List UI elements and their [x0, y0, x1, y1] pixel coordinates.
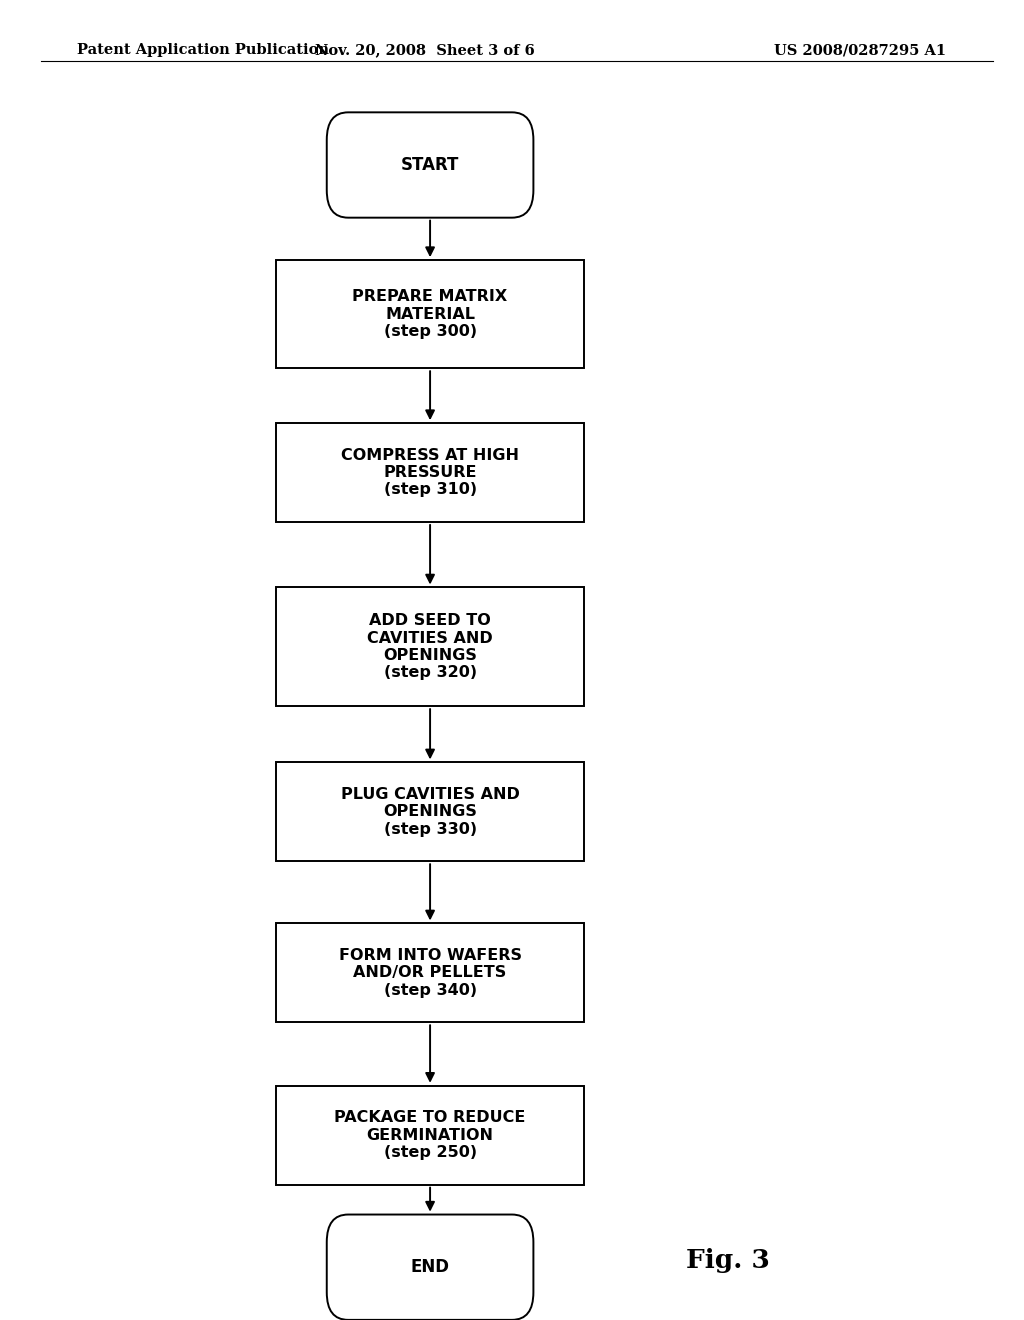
Text: COMPRESS AT HIGH
PRESSURE
(step 310): COMPRESS AT HIGH PRESSURE (step 310)	[341, 447, 519, 498]
Text: PREPARE MATRIX
MATERIAL
(step 300): PREPARE MATRIX MATERIAL (step 300)	[352, 289, 508, 339]
Text: FORM INTO WAFERS
AND/OR PELLETS
(step 340): FORM INTO WAFERS AND/OR PELLETS (step 34…	[339, 948, 521, 998]
Text: US 2008/0287295 A1: US 2008/0287295 A1	[774, 44, 946, 57]
Text: PACKAGE TO REDUCE
GERMINATION
(step 250): PACKAGE TO REDUCE GERMINATION (step 250)	[335, 1110, 525, 1160]
FancyBboxPatch shape	[327, 1214, 534, 1320]
FancyBboxPatch shape	[276, 762, 584, 861]
Text: ADD SEED TO
CAVITIES AND
OPENINGS
(step 320): ADD SEED TO CAVITIES AND OPENINGS (step …	[368, 614, 493, 680]
FancyBboxPatch shape	[276, 924, 584, 1022]
Text: PLUG CAVITIES AND
OPENINGS
(step 330): PLUG CAVITIES AND OPENINGS (step 330)	[341, 787, 519, 837]
Text: START: START	[400, 156, 460, 174]
Text: END: END	[411, 1258, 450, 1276]
FancyBboxPatch shape	[276, 422, 584, 521]
FancyBboxPatch shape	[276, 1085, 584, 1185]
FancyBboxPatch shape	[276, 260, 584, 368]
FancyBboxPatch shape	[327, 112, 534, 218]
Text: Patent Application Publication: Patent Application Publication	[77, 44, 329, 57]
FancyBboxPatch shape	[276, 587, 584, 706]
Text: Fig. 3: Fig. 3	[686, 1249, 770, 1272]
Text: Nov. 20, 2008  Sheet 3 of 6: Nov. 20, 2008 Sheet 3 of 6	[315, 44, 535, 57]
